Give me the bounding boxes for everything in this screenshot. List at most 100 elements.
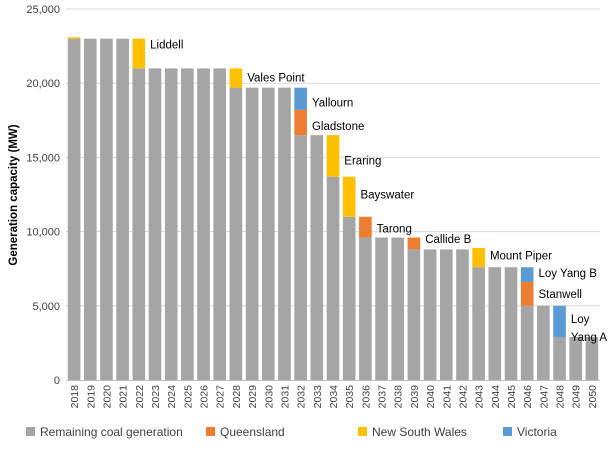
x-tick-label: 2033 bbox=[312, 385, 324, 409]
x-tick-label: 2044 bbox=[490, 385, 502, 409]
y-tick-label: 0 bbox=[54, 375, 60, 387]
bar-segment bbox=[164, 68, 178, 381]
bar-segment bbox=[326, 176, 340, 380]
bar-segment bbox=[294, 109, 307, 136]
annotation-label: Stanwell bbox=[538, 289, 581, 301]
x-tick-label: 2029 bbox=[247, 385, 259, 409]
legend-label: Queensland bbox=[220, 425, 285, 439]
annotation-label: Mount Piper bbox=[490, 250, 552, 262]
y-tick-label: 10,000 bbox=[26, 227, 60, 239]
legend-swatch bbox=[503, 427, 512, 436]
legend: Remaining coal generation Queensland New S… bbox=[26, 425, 557, 439]
bars bbox=[67, 37, 599, 381]
x-tick-label: 2032 bbox=[296, 385, 308, 409]
bar-segment bbox=[132, 38, 146, 69]
bar-segment bbox=[504, 267, 518, 380]
annotation-label: Loy bbox=[571, 314, 590, 326]
x-tick-label: 2038 bbox=[393, 385, 405, 409]
x-tick-label: 2019 bbox=[85, 385, 97, 409]
bar-segment bbox=[67, 37, 81, 39]
bar-segment bbox=[488, 267, 502, 380]
x-tick-label: 2021 bbox=[118, 385, 130, 409]
x-tick-label: 2027 bbox=[215, 385, 227, 409]
bar-segment bbox=[132, 68, 146, 381]
bar-segment bbox=[294, 87, 307, 110]
bar-segment bbox=[569, 336, 583, 380]
x-tick-label: 2045 bbox=[506, 385, 518, 409]
x-tick-label: 2020 bbox=[101, 385, 113, 409]
bar-segment bbox=[197, 68, 210, 381]
bar-segment bbox=[326, 135, 340, 177]
x-tick-label: 2025 bbox=[182, 385, 194, 409]
bar-segment bbox=[278, 87, 291, 380]
x-tick-label: 2049 bbox=[571, 385, 583, 409]
x-tick-label: 2022 bbox=[134, 385, 146, 409]
legend-swatch bbox=[26, 427, 35, 436]
x-tick-label: 2041 bbox=[441, 385, 453, 409]
bar-segment bbox=[213, 68, 227, 381]
bar-segment bbox=[342, 216, 356, 380]
x-tick-label: 2047 bbox=[538, 385, 550, 409]
annotation-label: Yallourn bbox=[312, 97, 353, 109]
x-tick-label: 2036 bbox=[360, 385, 372, 409]
bar-segment bbox=[310, 135, 324, 380]
x-tick-label: 2023 bbox=[150, 385, 162, 409]
bar-segment bbox=[472, 267, 485, 380]
y-tick-label: 5,000 bbox=[32, 301, 60, 313]
bar-segment bbox=[407, 237, 421, 250]
annotation-label: Liddell bbox=[150, 40, 183, 52]
y-tick-label: 20,000 bbox=[26, 78, 60, 90]
bar-segment bbox=[359, 216, 372, 238]
annotation-label: Tarong bbox=[377, 224, 412, 236]
x-tick-label: 2030 bbox=[263, 385, 275, 409]
legend-swatch bbox=[206, 427, 215, 436]
bar-segment bbox=[148, 68, 162, 381]
x-tick-label: 2043 bbox=[474, 385, 486, 409]
y-axis-title: Generation capacity (MW) bbox=[8, 124, 20, 265]
x-tick-label: 2035 bbox=[344, 385, 356, 409]
bar-segment bbox=[229, 87, 243, 380]
legend-label: New South Wales bbox=[372, 425, 467, 439]
axes: 0 5,000 10,000 15,000 20,000 25,000 2018 2019 20… bbox=[26, 4, 600, 408]
bar-segment bbox=[520, 267, 534, 283]
bar-segment bbox=[359, 237, 372, 380]
x-tick-label: 2026 bbox=[199, 385, 211, 409]
bar-segment bbox=[67, 38, 81, 381]
bar-segment bbox=[585, 336, 599, 380]
x-tick-label: 2018 bbox=[69, 385, 81, 409]
annotation-label: Callide B bbox=[425, 234, 471, 246]
bar-segment bbox=[116, 38, 129, 381]
x-tick-label: 2037 bbox=[377, 385, 389, 409]
bar-segment bbox=[83, 38, 97, 381]
x-tick-label: 2050 bbox=[587, 385, 599, 409]
bar-segment bbox=[423, 249, 437, 380]
bar-segment bbox=[553, 305, 566, 337]
legend-swatch bbox=[358, 427, 367, 436]
y-tick-label: 15,000 bbox=[26, 152, 60, 164]
bar-segment bbox=[294, 135, 307, 380]
annotation-label: Bayswater bbox=[360, 190, 414, 202]
bar-segment bbox=[391, 237, 405, 380]
x-tick-label: 2028 bbox=[231, 385, 243, 409]
x-tick-label: 2031 bbox=[279, 385, 291, 409]
legend-label: Victoria bbox=[517, 425, 557, 439]
bar-segment bbox=[229, 68, 243, 88]
annotation-label: Eraring bbox=[344, 155, 381, 167]
bar-segment bbox=[472, 247, 485, 268]
bar-segment bbox=[261, 87, 275, 380]
annotation-label: Vales Point bbox=[247, 72, 305, 84]
y-tick-label: 25,000 bbox=[26, 4, 60, 16]
bar-segment bbox=[553, 336, 566, 380]
x-tick-label: 2042 bbox=[457, 385, 469, 409]
bar-segment bbox=[537, 305, 550, 380]
bar-segment bbox=[181, 68, 194, 381]
bar-segment bbox=[245, 87, 259, 380]
annotations: Liddell Vales Point Yallourn Gladstone Erari… bbox=[150, 40, 607, 344]
x-tick-label: 2046 bbox=[522, 385, 534, 409]
annotation-label: Loy Yang B bbox=[538, 268, 597, 280]
x-tick-label: 2039 bbox=[409, 385, 421, 409]
x-tick-label: 2024 bbox=[166, 385, 178, 409]
bar-segment bbox=[520, 282, 534, 306]
